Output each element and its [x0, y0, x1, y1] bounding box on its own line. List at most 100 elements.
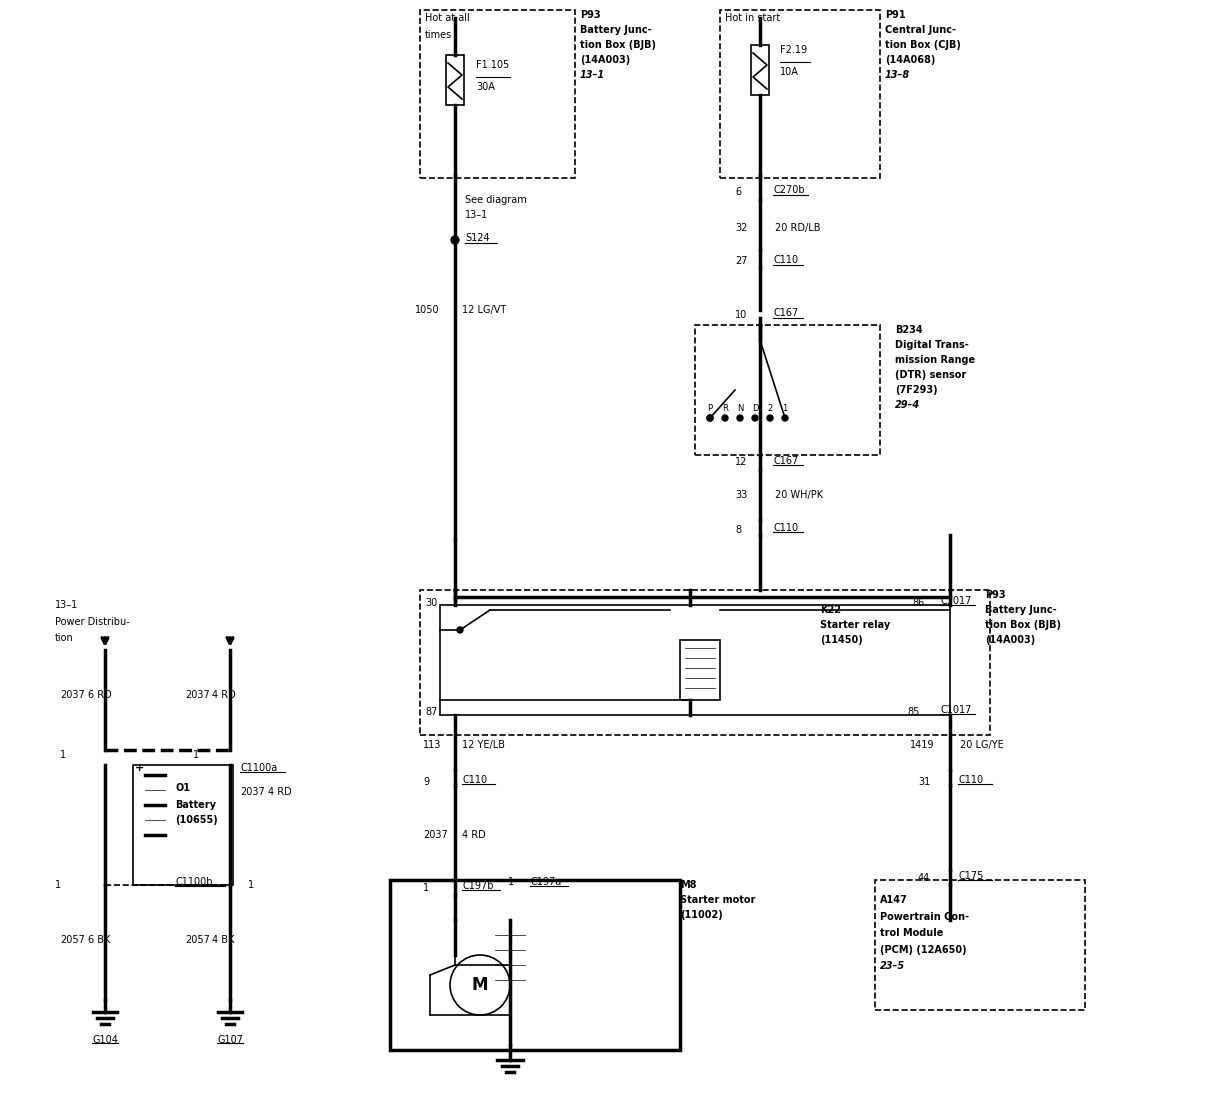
Bar	[420, 10, 575, 178]
Text: G104: G104	[92, 1035, 118, 1045]
Text: 4 BK: 4 BK	[212, 935, 234, 945]
Circle shape	[782, 415, 788, 421]
Text: 86: 86	[913, 598, 925, 608]
Text: 30: 30	[425, 598, 437, 608]
Text: 2057: 2057	[185, 935, 210, 945]
Text: 31: 31	[918, 777, 930, 787]
Text: 6 BK: 6 BK	[87, 935, 110, 945]
Text: 23–5: 23–5	[880, 961, 906, 971]
Circle shape	[707, 415, 713, 421]
Text: Central Junc-: Central Junc-	[885, 24, 955, 35]
Text: Battery Junc-: Battery Junc-	[985, 605, 1056, 615]
Text: 1: 1	[422, 883, 429, 893]
Text: 1: 1	[782, 404, 788, 413]
Bar	[720, 10, 880, 178]
Text: Powertrain Con-: Powertrain Con-	[880, 912, 969, 922]
Text: tion Box (CJB): tion Box (CJB)	[885, 40, 960, 50]
Text: (14A003): (14A003)	[580, 55, 630, 65]
Text: (DTR) sensor: (DTR) sensor	[895, 370, 966, 380]
Text: 13–8: 13–8	[885, 70, 910, 80]
Text: Battery: Battery	[175, 800, 216, 810]
Text: 10A: 10A	[781, 67, 799, 77]
Text: M: M	[472, 976, 488, 994]
Text: 9: 9	[422, 777, 429, 787]
Text: 85: 85	[908, 707, 920, 717]
Text: mission Range: mission Range	[895, 355, 975, 365]
Bar	[694, 325, 880, 455]
Text: Digital Trans-: Digital Trans-	[895, 339, 969, 349]
Text: P93: P93	[580, 10, 601, 20]
Text: (10655): (10655)	[175, 815, 217, 825]
Text: (PCM) (12A650): (PCM) (12A650)	[880, 945, 966, 955]
Text: 13–1: 13–1	[55, 600, 78, 610]
Text: C110: C110	[958, 775, 983, 785]
Bar	[134, 765, 233, 885]
Text: tion Box (BJB): tion Box (BJB)	[985, 620, 1061, 630]
Text: Starter relay: Starter relay	[819, 620, 890, 630]
Text: 13–1: 13–1	[465, 210, 488, 220]
Bar	[875, 880, 1085, 1009]
Text: C1100b: C1100b	[175, 877, 212, 887]
Text: (11002): (11002)	[680, 910, 722, 920]
Text: C1100a: C1100a	[240, 764, 277, 774]
Text: 10: 10	[734, 311, 748, 321]
Text: Starter motor: Starter motor	[680, 895, 755, 905]
Text: S124: S124	[465, 233, 489, 243]
Text: 32: 32	[734, 223, 748, 233]
Text: 1: 1	[193, 750, 199, 760]
Text: 27: 27	[734, 256, 748, 266]
Bar	[439, 605, 951, 715]
Text: D: D	[751, 404, 759, 413]
Circle shape	[707, 415, 713, 421]
Text: C197a: C197a	[531, 877, 561, 887]
Text: P93: P93	[985, 590, 1005, 600]
Text: trol Module: trol Module	[880, 928, 943, 938]
Text: C110: C110	[773, 523, 798, 533]
Text: F2.19: F2.19	[781, 45, 807, 55]
Text: P: P	[708, 404, 713, 413]
Text: 2: 2	[767, 404, 772, 413]
Circle shape	[767, 415, 773, 421]
Text: Battery Junc-: Battery Junc-	[580, 24, 652, 35]
Text: 1: 1	[55, 880, 61, 890]
Text: C167: C167	[773, 456, 799, 466]
Circle shape	[737, 415, 743, 421]
Text: (11450): (11450)	[819, 636, 863, 646]
Text: K22: K22	[819, 605, 841, 615]
Text: C197b: C197b	[463, 881, 494, 892]
Text: R: R	[722, 404, 728, 413]
Text: C1017: C1017	[940, 595, 971, 605]
Text: C110: C110	[463, 775, 487, 785]
Circle shape	[751, 415, 758, 421]
Text: F1.105: F1.105	[476, 60, 509, 70]
Text: 2037: 2037	[59, 690, 85, 700]
Text: +: +	[135, 764, 143, 774]
Text: 1: 1	[507, 877, 514, 887]
Text: (7F293): (7F293)	[895, 385, 937, 395]
Text: (14A068): (14A068)	[885, 55, 935, 65]
Text: 1419: 1419	[910, 740, 935, 750]
Text: 12 LG/VT: 12 LG/VT	[463, 305, 506, 315]
Text: 2037: 2037	[185, 690, 210, 700]
Text: 8: 8	[734, 525, 741, 535]
Bar	[751, 45, 768, 95]
Text: 2057: 2057	[59, 935, 85, 945]
Text: A147: A147	[880, 895, 908, 905]
Text: C110: C110	[773, 255, 798, 265]
Bar	[446, 55, 464, 105]
Text: 20 WH/PK: 20 WH/PK	[775, 490, 823, 500]
Text: 29–4: 29–4	[895, 400, 920, 410]
Circle shape	[456, 627, 463, 633]
Text: 12: 12	[734, 457, 748, 467]
Text: 87: 87	[425, 707, 437, 717]
Text: N: N	[737, 404, 743, 413]
Text: 6: 6	[734, 187, 741, 197]
Text: C1017: C1017	[940, 705, 971, 715]
Circle shape	[722, 415, 728, 421]
Text: P91: P91	[885, 10, 906, 20]
Text: 113: 113	[422, 740, 442, 750]
Text: 20 RD/LB: 20 RD/LB	[775, 223, 821, 233]
Text: C270b: C270b	[773, 185, 805, 195]
Text: 4 RD: 4 RD	[268, 787, 291, 797]
Text: C175: C175	[958, 871, 983, 881]
